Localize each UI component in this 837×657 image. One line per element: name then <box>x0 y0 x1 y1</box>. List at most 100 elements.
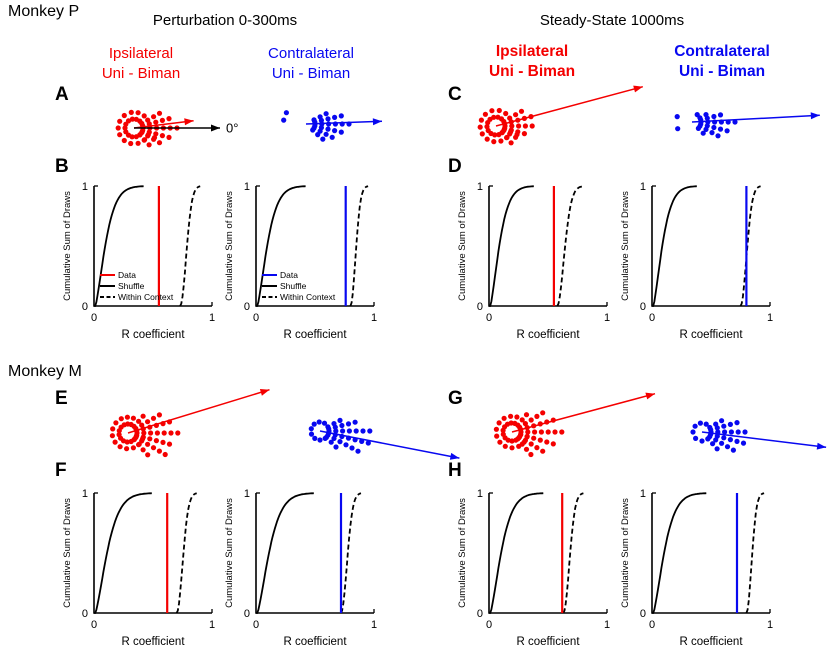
data-dot <box>509 123 515 129</box>
data-dot <box>365 440 371 446</box>
data-dot <box>674 114 680 120</box>
x-axis-label: R coefficient <box>516 636 580 648</box>
data-dot <box>732 119 738 125</box>
y-tick-label-1: 1 <box>477 181 483 193</box>
data-dot <box>161 430 167 436</box>
polar-svg-G_red <box>493 392 656 458</box>
data-dot <box>532 429 538 435</box>
data-dot <box>513 112 519 118</box>
data-dot <box>340 428 346 434</box>
polar-plot-c-ipsilateral <box>440 68 675 178</box>
y-tick-label-0: 0 <box>640 301 646 313</box>
data-dot <box>154 430 160 436</box>
shuffle-curve <box>489 492 544 614</box>
data-dot <box>477 124 483 130</box>
x-axis-label: R coefficient <box>516 329 580 341</box>
data-dot <box>717 126 724 132</box>
data-dot <box>485 120 491 126</box>
monkey-p-label: Monkey P <box>8 3 80 20</box>
data-dot <box>537 437 543 443</box>
data-dot <box>343 442 349 448</box>
cdf-plot-f-contralateral: 1 0 0 1 Cumulative Sum of Draws R coefficient <box>222 485 387 657</box>
data-dot <box>534 413 540 419</box>
data-dot <box>308 431 315 437</box>
data-dot <box>489 108 495 114</box>
polar-plot-a-contralateral <box>248 84 408 175</box>
y-tick-label-0: 0 <box>82 301 88 313</box>
data-dot <box>497 439 503 445</box>
data-dot <box>695 125 701 131</box>
data-dot <box>331 421 337 427</box>
data-dot <box>118 416 124 422</box>
data-dot <box>146 142 152 148</box>
data-dot <box>509 445 515 451</box>
data-dot <box>133 116 139 122</box>
data-dot <box>328 439 334 445</box>
data-dot <box>140 436 146 442</box>
data-dot <box>312 435 318 441</box>
data-dot <box>507 115 513 121</box>
legend-within-label: Within Context <box>280 292 336 302</box>
y-axis-label: Cumulative Sum of Draws <box>62 191 73 301</box>
data-dot <box>495 114 501 120</box>
data-dot <box>508 413 514 419</box>
y-tick-label-1: 1 <box>244 181 250 193</box>
data-dot <box>145 419 151 425</box>
data-dot <box>367 428 373 434</box>
subheader-ipsilateral-perturbation: Ipsilateral Uni - Biman <box>84 44 198 83</box>
data-dot <box>322 435 328 441</box>
data-dot <box>145 117 151 123</box>
data-dot <box>150 445 157 451</box>
data-dot <box>531 435 537 441</box>
data-dot <box>337 417 343 423</box>
data-dot <box>742 429 748 435</box>
data-dot <box>492 132 498 138</box>
data-dot <box>690 429 696 435</box>
cdf-plot-h-contralateral: 1 0 0 1 Cumulative Sum of Draws R coefficient <box>618 485 783 657</box>
x-tick-label-1: 1 <box>604 619 610 631</box>
subheader-line1: Contralateral <box>674 43 770 60</box>
data-dot <box>727 421 733 427</box>
data-dot <box>124 414 130 420</box>
x-tick-label-0: 0 <box>91 619 97 631</box>
x-tick-label-0: 0 <box>486 312 492 324</box>
arrowhead <box>259 389 270 396</box>
y-tick-label-1: 1 <box>640 488 646 500</box>
y-tick-label-1: 1 <box>82 488 88 500</box>
data-dot <box>130 445 136 451</box>
data-dot <box>141 430 147 436</box>
data-dot <box>711 113 717 120</box>
data-dot <box>113 420 119 426</box>
data-dot <box>705 436 711 442</box>
data-dot <box>498 138 504 144</box>
data-dot <box>283 110 289 116</box>
data-dot <box>714 446 720 452</box>
data-dot <box>124 446 130 452</box>
data-dot <box>281 117 287 123</box>
cdf-svg-F2: 1 00 1 Cumulative Sum of Draws R coefficient <box>224 488 377 648</box>
polar-svg-E_red <box>109 388 270 458</box>
data-dot <box>693 435 699 441</box>
data-dot <box>325 126 331 132</box>
cdf-plot-b-contralateral: 1 0 0 1 Cumulative Sum of Draws R coefficient… <box>222 178 387 351</box>
legend-data-label: Data <box>118 270 136 280</box>
polar-plot-g-ipsilateral <box>450 382 685 487</box>
y-axis-label: Cumulative Sum of Draws <box>457 498 468 608</box>
data-dot <box>484 136 490 142</box>
subheader-ipsilateral-steady-state: Ipsilateral Uni - Biman <box>468 42 596 82</box>
data-dot <box>728 429 734 435</box>
data-dot <box>311 421 317 427</box>
data-dot <box>140 413 146 419</box>
cdf-svg-H1: 1 00 1 Cumulative Sum of Draws R coefficient <box>457 488 610 648</box>
data-dot <box>128 109 134 115</box>
x-tick-label-1: 1 <box>604 312 610 324</box>
data-dot <box>675 126 681 132</box>
shuffle-curve <box>256 492 314 614</box>
data-dot <box>136 418 142 424</box>
data-dot <box>479 131 485 137</box>
data-dot <box>707 424 713 431</box>
x-axis-label: R coefficient <box>121 329 185 341</box>
x-axis-label: R coefficient <box>121 636 185 648</box>
data-dot <box>491 139 497 145</box>
data-dot <box>703 126 709 132</box>
